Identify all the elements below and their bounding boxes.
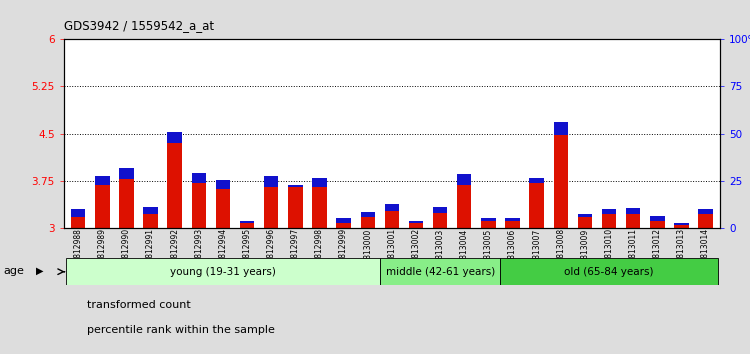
Text: young (19-31 years): young (19-31 years) [170, 267, 276, 277]
Bar [674, 223, 688, 225]
Bar [602, 215, 616, 228]
Text: GDS3942 / 1559542_a_at: GDS3942 / 1559542_a_at [64, 19, 214, 33]
Bar [554, 135, 568, 228]
Bar [409, 223, 423, 228]
Bar [264, 187, 278, 228]
Bar [530, 183, 544, 228]
Bar [500, 258, 718, 285]
Text: transformed count: transformed count [87, 300, 190, 310]
Bar [698, 215, 712, 228]
Bar [95, 176, 109, 185]
Bar [71, 209, 86, 217]
Bar [626, 215, 640, 228]
Bar [578, 215, 592, 217]
Bar [385, 211, 399, 228]
Bar [119, 168, 134, 179]
Bar [457, 185, 472, 228]
Bar [191, 173, 206, 183]
Bar [482, 218, 496, 221]
Bar [361, 217, 375, 228]
Bar [385, 204, 399, 211]
Bar [380, 258, 500, 285]
Bar [650, 221, 664, 228]
Bar [506, 218, 520, 221]
Bar [530, 178, 544, 183]
Text: percentile rank within the sample: percentile rank within the sample [87, 325, 274, 335]
Bar [433, 207, 447, 212]
Bar [433, 212, 447, 228]
Bar [66, 258, 380, 285]
Bar [71, 217, 86, 228]
Bar [288, 185, 302, 187]
Text: age: age [4, 266, 25, 276]
Bar [409, 221, 423, 223]
Bar [167, 132, 182, 143]
Bar [578, 217, 592, 228]
Bar [191, 183, 206, 228]
Bar [264, 176, 278, 187]
Bar [337, 223, 351, 228]
Text: middle (42-61 years): middle (42-61 years) [386, 267, 495, 277]
Bar [312, 187, 327, 228]
Bar [554, 122, 568, 135]
Bar [457, 174, 472, 185]
Bar [143, 207, 158, 215]
Text: ▶: ▶ [36, 266, 44, 276]
Bar [216, 189, 230, 228]
Bar [674, 225, 688, 228]
Bar [216, 180, 230, 189]
Bar [698, 210, 712, 215]
Bar [650, 216, 664, 221]
Bar [167, 143, 182, 228]
Bar [361, 212, 375, 217]
Bar [95, 185, 109, 228]
Bar [240, 223, 254, 228]
Bar [312, 178, 327, 187]
Bar [119, 179, 134, 228]
Bar [143, 215, 158, 228]
Bar [482, 221, 496, 228]
Bar [602, 210, 616, 215]
Bar [506, 221, 520, 228]
Bar [626, 208, 640, 215]
Text: old (65-84 years): old (65-84 years) [564, 267, 654, 277]
Bar [240, 221, 254, 223]
Bar [337, 218, 351, 223]
Bar [288, 187, 302, 228]
